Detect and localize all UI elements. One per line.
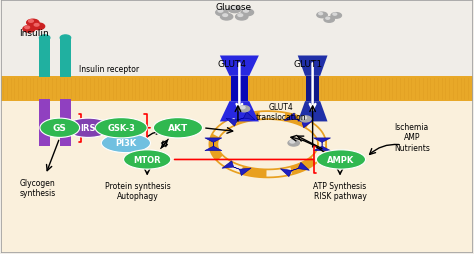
Circle shape bbox=[240, 107, 245, 109]
Circle shape bbox=[302, 117, 307, 119]
Text: MTOR: MTOR bbox=[133, 155, 161, 164]
FancyBboxPatch shape bbox=[0, 1, 474, 76]
Circle shape bbox=[244, 11, 248, 13]
Text: GS: GS bbox=[53, 124, 67, 133]
Circle shape bbox=[290, 141, 295, 144]
Circle shape bbox=[220, 14, 233, 21]
Text: GLUT4
translocation: GLUT4 translocation bbox=[255, 103, 306, 122]
Ellipse shape bbox=[65, 119, 111, 138]
Text: AKT: AKT bbox=[168, 124, 188, 133]
Polygon shape bbox=[284, 114, 313, 128]
Circle shape bbox=[317, 13, 327, 19]
Circle shape bbox=[23, 26, 35, 33]
Polygon shape bbox=[222, 161, 251, 176]
Polygon shape bbox=[226, 113, 255, 127]
Circle shape bbox=[324, 18, 334, 23]
Circle shape bbox=[28, 21, 33, 23]
Circle shape bbox=[238, 15, 243, 17]
Text: Glycogen
synthesis: Glycogen synthesis bbox=[19, 178, 55, 197]
Circle shape bbox=[32, 24, 45, 30]
Ellipse shape bbox=[101, 134, 151, 153]
FancyBboxPatch shape bbox=[0, 102, 474, 253]
Circle shape bbox=[218, 11, 223, 13]
Polygon shape bbox=[231, 76, 248, 102]
Circle shape bbox=[60, 36, 71, 41]
Polygon shape bbox=[281, 163, 310, 177]
Circle shape bbox=[236, 14, 248, 21]
Polygon shape bbox=[205, 138, 222, 151]
Polygon shape bbox=[220, 56, 259, 76]
Circle shape bbox=[228, 7, 241, 13]
Text: Insulin: Insulin bbox=[18, 29, 48, 38]
Circle shape bbox=[241, 10, 254, 17]
Circle shape bbox=[326, 18, 329, 20]
Circle shape bbox=[238, 106, 250, 112]
Text: AMPK: AMPK bbox=[328, 155, 355, 164]
FancyBboxPatch shape bbox=[60, 99, 71, 146]
Polygon shape bbox=[306, 76, 319, 102]
Circle shape bbox=[319, 13, 322, 15]
Circle shape bbox=[300, 116, 311, 122]
Polygon shape bbox=[298, 56, 328, 76]
Ellipse shape bbox=[95, 118, 147, 138]
Ellipse shape bbox=[317, 150, 365, 169]
Circle shape bbox=[25, 27, 29, 29]
FancyBboxPatch shape bbox=[0, 76, 474, 102]
Text: GLUT4: GLUT4 bbox=[218, 59, 247, 68]
Polygon shape bbox=[298, 102, 328, 122]
FancyBboxPatch shape bbox=[39, 39, 50, 78]
Polygon shape bbox=[314, 138, 330, 151]
Circle shape bbox=[288, 140, 300, 147]
Text: IRS: IRS bbox=[81, 124, 96, 133]
Text: Insulin receptor: Insulin receptor bbox=[79, 65, 139, 74]
Circle shape bbox=[223, 15, 228, 17]
Ellipse shape bbox=[124, 150, 171, 169]
Text: GLUT1: GLUT1 bbox=[293, 59, 322, 68]
Circle shape bbox=[216, 10, 228, 17]
Circle shape bbox=[27, 20, 39, 27]
Circle shape bbox=[333, 14, 337, 16]
Ellipse shape bbox=[154, 118, 202, 138]
Polygon shape bbox=[220, 102, 259, 122]
Text: Ischemia
AMP
Nutrients: Ischemia AMP Nutrients bbox=[394, 122, 430, 152]
Circle shape bbox=[231, 8, 236, 10]
FancyBboxPatch shape bbox=[39, 99, 50, 146]
Text: PI3K: PI3K bbox=[115, 139, 137, 148]
Text: ATP Synthesis
RISK pathway: ATP Synthesis RISK pathway bbox=[313, 181, 367, 200]
Circle shape bbox=[34, 24, 39, 27]
Circle shape bbox=[331, 13, 341, 19]
FancyBboxPatch shape bbox=[60, 39, 71, 78]
Circle shape bbox=[39, 36, 50, 41]
Text: Glucose: Glucose bbox=[216, 3, 252, 11]
Text: GSK-3: GSK-3 bbox=[107, 124, 135, 133]
Ellipse shape bbox=[40, 119, 80, 138]
Text: Protein synthesis
Autophagy: Protein synthesis Autophagy bbox=[105, 181, 171, 200]
